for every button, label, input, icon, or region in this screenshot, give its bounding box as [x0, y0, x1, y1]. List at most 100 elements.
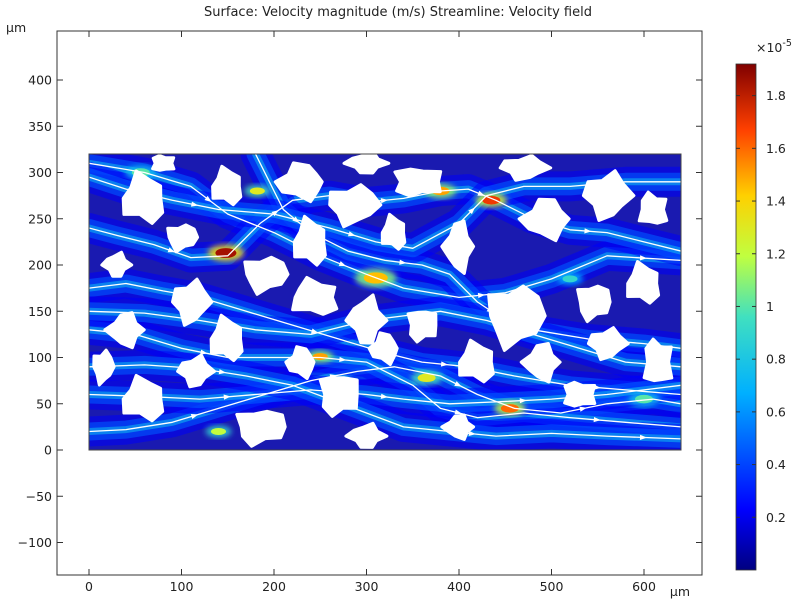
- streamline-arrow: [329, 374, 338, 380]
- x-tick-label: 100: [170, 579, 194, 594]
- streamline: [89, 366, 681, 433]
- y-tick-label: 150: [28, 304, 52, 319]
- hotspot: [211, 428, 226, 435]
- grain: [458, 338, 495, 384]
- streamline-arrow: [468, 207, 476, 215]
- streamline-arrow: [649, 361, 657, 367]
- x-axis: 0 100 200 300 400 500 600: [85, 31, 656, 594]
- streamline-arrow: [223, 321, 231, 328]
- y-axis: −100 −50 0 50 100 150 200 250 300 350 400: [18, 73, 702, 550]
- x-tick-label: 0: [85, 579, 93, 594]
- streamline-arrow: [343, 402, 351, 408]
- grain: [235, 409, 287, 448]
- streamline-arrow: [612, 338, 620, 344]
- hotspot: [312, 353, 328, 361]
- colorbar: ×10-5 0.2 0.4 0.6 0.8 1 1.2 1.4 1.6 1.8: [735, 38, 792, 571]
- y-tick-label: 100: [28, 350, 52, 365]
- streamline-arrow: [190, 201, 199, 207]
- grain: [642, 337, 674, 383]
- colorbar-tick-label: 0.6: [766, 404, 786, 419]
- grain: [121, 169, 165, 225]
- y-tick-label: 300: [28, 165, 52, 180]
- streamline-arrow: [338, 261, 347, 267]
- streamline-arrow: [271, 210, 279, 217]
- grain: [519, 342, 562, 384]
- streamline-arrow: [454, 381, 462, 387]
- plot-frame: [56, 30, 703, 576]
- colorbar-tick-label: 1.2: [766, 246, 786, 261]
- hotspot: [482, 196, 501, 205]
- streamline-arrow: [380, 393, 388, 399]
- hotspot: [500, 404, 519, 413]
- streamline-arrow: [440, 361, 449, 367]
- streamline: [89, 162, 681, 299]
- y-tick-label: 200: [28, 258, 52, 273]
- streamline-arrow: [380, 198, 388, 204]
- streamline-arrow: [477, 190, 485, 196]
- grain: [166, 223, 200, 254]
- x-unit-label: µm: [670, 584, 690, 599]
- streamline-arrow: [204, 195, 212, 203]
- grain: [171, 277, 214, 327]
- streamline-arrow: [223, 394, 231, 400]
- grain: [498, 154, 553, 182]
- y-tick-label: 250: [28, 211, 52, 226]
- x-tick-label: 200: [262, 579, 286, 594]
- grain: [586, 326, 630, 362]
- grain: [243, 255, 290, 296]
- streamline-arrow: [593, 384, 601, 390]
- colorbar-tick-label: 0.4: [766, 457, 786, 472]
- streamline-arrow: [190, 413, 199, 419]
- grain: [151, 154, 176, 172]
- streamline-arrow: [486, 306, 494, 313]
- hotspot: [562, 275, 578, 283]
- grain: [100, 250, 134, 278]
- grain: [576, 284, 612, 324]
- streamline-arrow: [519, 398, 527, 404]
- colorbar-tick-label: 0.8: [766, 352, 786, 367]
- streamline-arrow: [348, 231, 356, 237]
- streamline-arrow: [311, 328, 319, 334]
- y-unit-label: µm: [6, 20, 26, 35]
- y-tick-label: 400: [28, 73, 52, 88]
- y-tick-label: 50: [36, 396, 52, 411]
- streamline-arrow: [593, 181, 601, 188]
- colorbar-ticks: 0.2 0.4 0.6 0.8 1 1.2 1.4 1.6 1.8: [736, 88, 786, 525]
- grain: [291, 275, 339, 316]
- x-tick-label: 600: [632, 579, 656, 594]
- grain: [563, 380, 597, 408]
- grain: [344, 293, 389, 345]
- streamline-arrow: [177, 290, 185, 296]
- streamline-arrow: [579, 406, 587, 412]
- hotspot: [215, 248, 237, 258]
- chart-title: Surface: Velocity magnitude (m/s) Stream…: [204, 5, 592, 20]
- streamline-arrow: [639, 434, 647, 440]
- grain: [344, 421, 389, 449]
- streamline: [89, 310, 681, 368]
- grain: [328, 183, 383, 229]
- grain: [211, 164, 243, 207]
- x-tick-label: 500: [540, 579, 564, 594]
- streamline-arrow: [468, 430, 476, 436]
- y-tick-label: 0: [44, 443, 52, 458]
- streamlines: [89, 154, 681, 440]
- grain: [393, 167, 443, 198]
- grain: [292, 214, 327, 267]
- colorbar-tick-label: 0.2: [766, 510, 786, 525]
- colorbar-tick-label: 1.8: [766, 88, 786, 103]
- streamline-arrow: [218, 369, 227, 375]
- velocity-field-domain: [89, 154, 681, 450]
- domain-border: [88, 153, 682, 451]
- grain: [342, 154, 391, 175]
- grain: [517, 197, 571, 243]
- streamline-arrow: [339, 356, 347, 362]
- streamline-arrow: [380, 316, 388, 322]
- streamline-arrow: [477, 292, 486, 299]
- colorbar-tick-label: 1: [766, 299, 774, 314]
- grain: [380, 212, 407, 251]
- x-tick-label: 400: [447, 579, 471, 594]
- grain: [103, 311, 146, 350]
- streamline-arrow: [505, 323, 513, 329]
- y-tick-label: −50: [26, 489, 52, 504]
